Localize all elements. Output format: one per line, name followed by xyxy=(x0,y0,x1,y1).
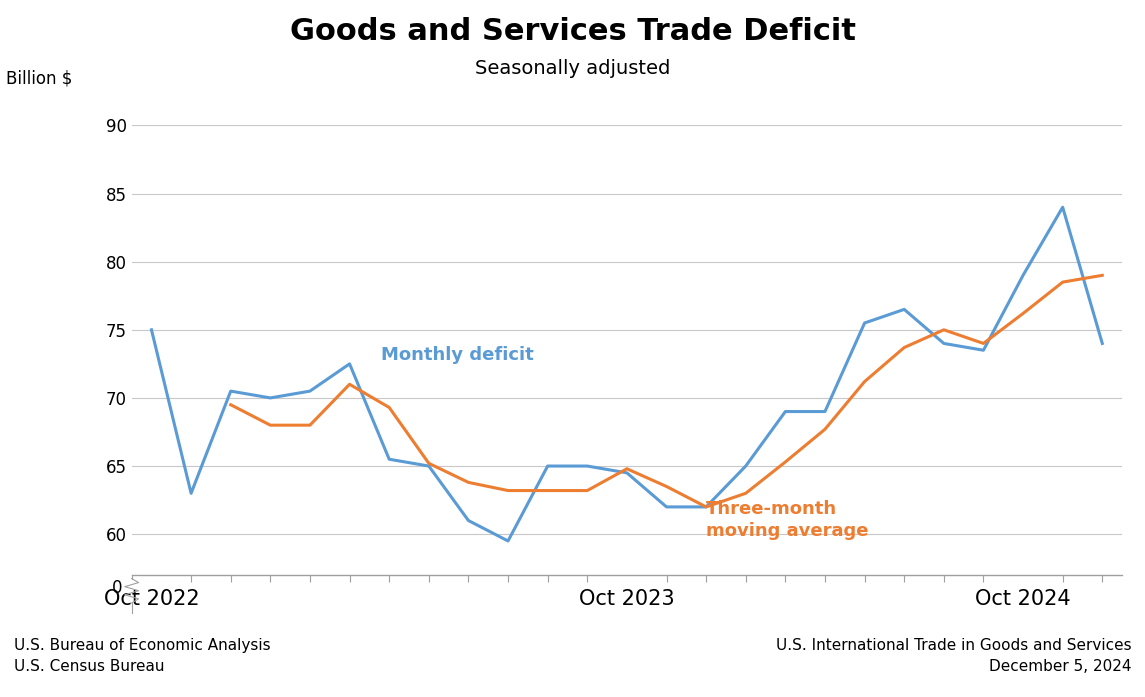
Text: Monthly deficit: Monthly deficit xyxy=(381,346,534,364)
Text: Goods and Services Trade Deficit: Goods and Services Trade Deficit xyxy=(290,17,855,47)
Text: U.S. Bureau of Economic Analysis
U.S. Census Bureau: U.S. Bureau of Economic Analysis U.S. Ce… xyxy=(14,638,270,674)
Text: Seasonally adjusted: Seasonally adjusted xyxy=(475,59,670,78)
Text: Billion $: Billion $ xyxy=(6,69,72,87)
Text: U.S. International Trade in Goods and Services
December 5, 2024: U.S. International Trade in Goods and Se… xyxy=(775,638,1131,674)
Text: 0: 0 xyxy=(112,579,123,597)
Text: Three-month
moving average: Three-month moving average xyxy=(706,500,869,540)
